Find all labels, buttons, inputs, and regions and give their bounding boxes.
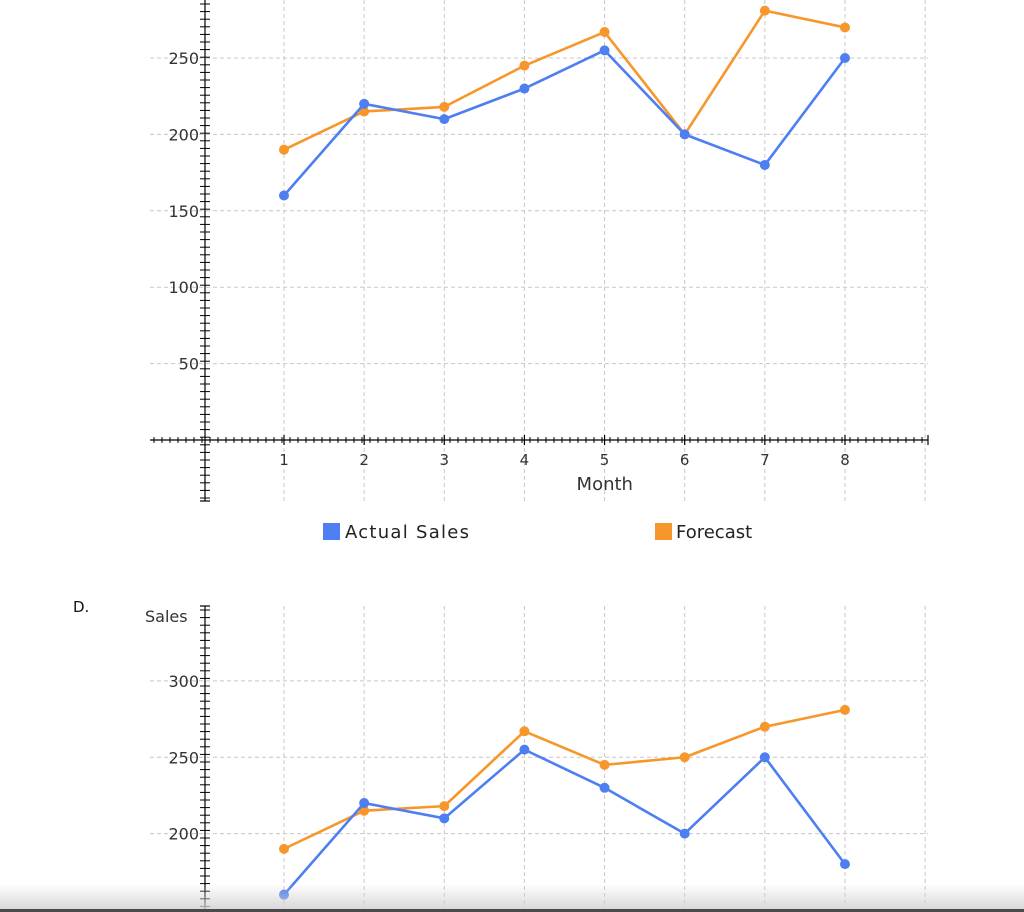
chart-1-legend: Actual Sales Forecast <box>323 522 752 543</box>
chart-2-actual-sales-point <box>439 813 450 824</box>
chart-2-forecast-line <box>283 708 846 851</box>
chart-1-actual-sales-line <box>283 49 847 197</box>
chart-1-actual-sales-point <box>359 98 370 109</box>
legend-actual-sales-label: Actual Sales <box>345 522 469 543</box>
chart-2-forecast-point <box>439 801 450 812</box>
chart-1-ytick-label: 100 <box>168 278 199 297</box>
chart-2-actual-sales-point <box>519 744 530 755</box>
chart-1-x-axis-label: Month <box>577 474 633 495</box>
chart-1-forecast-point <box>279 144 289 155</box>
chart-2-forecast-point <box>519 726 530 737</box>
chart-1-actual-sales-point <box>519 83 530 94</box>
chart-1-forecast-point <box>599 27 610 38</box>
chart-1-xtick-label: 6 <box>680 451 690 469</box>
chart-2-y-axis-label: Sales <box>145 607 188 626</box>
chart-2-actual-sales-point <box>359 798 370 809</box>
chart-1-ytick-label: 150 <box>168 202 199 221</box>
chart-1-ytick-label: 250 <box>168 49 199 68</box>
chart-1-actual-sales-point <box>599 45 610 56</box>
chart-1-xtick-label: 3 <box>440 451 450 469</box>
chart-1-xtick-label: 4 <box>520 451 530 469</box>
chart-1-xtick-label: 8 <box>840 451 850 469</box>
chart-2-actual-sales-point <box>839 859 850 870</box>
chart-2-ytick-label: 300 <box>168 672 199 691</box>
viewport-bottom-shadow <box>0 884 1024 912</box>
chart-2: 200 250 300 Sales <box>145 605 928 912</box>
chart-1-forecast-point <box>359 106 370 117</box>
viewport-bottom-edge <box>0 909 1024 912</box>
legend-forecast-label: Forecast <box>676 522 752 543</box>
chart-1-ytick-label: 50 <box>179 355 199 374</box>
chart-1-xtick-label: 1 <box>279 451 289 469</box>
legend-forecast-swatch <box>655 523 672 540</box>
chart-2-forecast-point <box>359 805 370 816</box>
chart-2-forecast-point <box>839 704 850 715</box>
chart-1-forecast-point <box>759 5 770 16</box>
chart-2-actual-sales-line <box>283 748 847 896</box>
chart-1-actual-sales-point <box>679 129 690 140</box>
chart-2-actual-sales-point <box>599 782 610 793</box>
chart-1-ytick-label: 200 <box>168 125 199 144</box>
chart-1-actual-sales-point <box>439 114 450 125</box>
chart-1-xtick-label: 5 <box>600 451 610 469</box>
chart-1-actual-sales-point <box>759 159 770 170</box>
chart-2-forecast-point <box>279 843 289 854</box>
chart-2-ytick-label: 250 <box>168 748 199 767</box>
chart-1: 50 100 150 200 250 1 2 3 4 5 6 7 8 Month <box>150 0 929 502</box>
chart-2-actual-sales-point <box>679 828 690 839</box>
chart-2-forecast-point <box>599 759 610 770</box>
legend-actual-sales-swatch <box>323 523 340 540</box>
chart-1-xtick-label: 7 <box>760 451 770 469</box>
chart-2-actual-sales-point <box>759 752 770 763</box>
chart-1-forecast-line <box>283 9 846 151</box>
chart-1-forecast-point <box>439 101 450 112</box>
option-label: D. <box>73 598 89 616</box>
chart-1-actual-sales-point <box>279 190 289 201</box>
chart-1-xtick-label: 2 <box>359 451 369 469</box>
chart-2-ytick-label: 200 <box>168 825 199 844</box>
chart-2-forecast-point <box>679 752 690 763</box>
chart-1-forecast-point <box>519 60 530 71</box>
chart-1-forecast-point <box>839 22 850 33</box>
chart-1-actual-sales-point <box>839 53 850 63</box>
chart-2-forecast-point <box>759 721 770 732</box>
